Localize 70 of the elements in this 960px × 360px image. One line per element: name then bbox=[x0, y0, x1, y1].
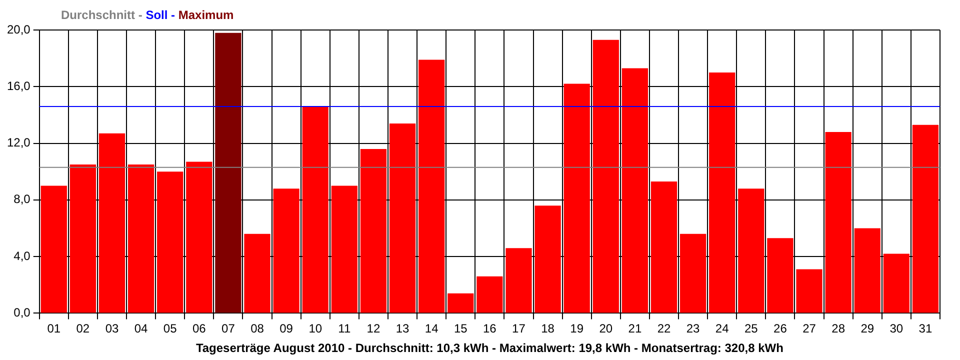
bar bbox=[273, 188, 300, 313]
x-tick-label: 03 bbox=[105, 322, 119, 336]
bar bbox=[40, 186, 67, 313]
x-tick-label: 11 bbox=[338, 322, 351, 336]
bar bbox=[302, 106, 328, 313]
y-tick-label: 0,0 bbox=[14, 306, 31, 320]
y-tick-label: 8,0 bbox=[14, 192, 31, 206]
x-tick-label: 10 bbox=[308, 322, 322, 336]
x-tick-label: 08 bbox=[250, 322, 264, 336]
bar bbox=[215, 32, 242, 313]
bar bbox=[883, 254, 910, 313]
x-tick-label: 05 bbox=[163, 322, 178, 336]
x-tick-label: 02 bbox=[76, 322, 90, 336]
bar bbox=[564, 84, 590, 313]
bar bbox=[360, 148, 387, 313]
x-tick-label: 20 bbox=[599, 322, 613, 336]
bar bbox=[157, 172, 184, 313]
y-tick-label: 20,0 bbox=[6, 22, 31, 36]
bar bbox=[709, 72, 736, 313]
bar bbox=[98, 133, 126, 313]
x-tick-label: 01 bbox=[47, 322, 61, 336]
x-tick-label: 24 bbox=[715, 322, 730, 336]
bar bbox=[592, 40, 619, 313]
x-axis-title: Tageserträge August 2010 - Durchschnitt: 10,3 kWh - Maximalwert: 19,8 kWh - Monatsertrag: 320,8 kWh bbox=[196, 341, 784, 356]
x-tick-label: 26 bbox=[774, 322, 788, 336]
x-tick-label: 17 bbox=[512, 322, 526, 336]
x-tick-label: 15 bbox=[454, 322, 468, 336]
bar bbox=[70, 164, 96, 313]
x-tick-label: 06 bbox=[192, 322, 206, 336]
bar bbox=[796, 269, 822, 313]
x-tick-label: 09 bbox=[280, 322, 294, 336]
x-tick-label: 21 bbox=[628, 322, 642, 336]
bar bbox=[738, 188, 764, 313]
y-tick-label: 12,0 bbox=[6, 136, 31, 150]
x-tick-label: 13 bbox=[396, 322, 410, 336]
x-tick-label: 29 bbox=[860, 322, 874, 336]
bar bbox=[418, 60, 445, 313]
bar bbox=[128, 164, 154, 313]
bar bbox=[680, 234, 706, 313]
x-tick-label: 31 bbox=[918, 322, 932, 336]
x-tick-label: 30 bbox=[890, 322, 904, 336]
bar bbox=[912, 124, 939, 313]
bar bbox=[534, 206, 561, 313]
bar bbox=[622, 68, 648, 313]
x-tick-label: 22 bbox=[657, 322, 671, 336]
bar bbox=[825, 132, 852, 313]
x-tick-label: 18 bbox=[541, 322, 555, 336]
x-tick-label: 27 bbox=[802, 322, 816, 336]
x-tick-label: 19 bbox=[570, 322, 584, 336]
bar bbox=[186, 162, 212, 313]
x-tick-label: 04 bbox=[134, 322, 148, 336]
bar bbox=[476, 276, 503, 313]
bar bbox=[389, 123, 416, 313]
x-tick-label: 25 bbox=[744, 322, 758, 336]
x-tick-label: 07 bbox=[222, 322, 236, 336]
legend-title: Durchschnitt - Soll - Maximum bbox=[61, 8, 234, 22]
x-tick-label: 16 bbox=[483, 322, 497, 336]
bar bbox=[767, 238, 794, 313]
bar bbox=[650, 182, 678, 313]
y-tick-label: 4,0 bbox=[14, 248, 31, 263]
x-tick-label: 28 bbox=[832, 322, 846, 336]
y-tick-label: 16,0 bbox=[6, 78, 31, 93]
bar bbox=[244, 234, 270, 313]
x-tick-label: 23 bbox=[686, 322, 700, 336]
bar bbox=[506, 248, 532, 313]
bar bbox=[448, 293, 474, 313]
x-tick-label: 12 bbox=[366, 322, 380, 336]
bar bbox=[854, 228, 880, 313]
bar bbox=[331, 186, 358, 313]
x-tick-label: 14 bbox=[424, 322, 439, 336]
